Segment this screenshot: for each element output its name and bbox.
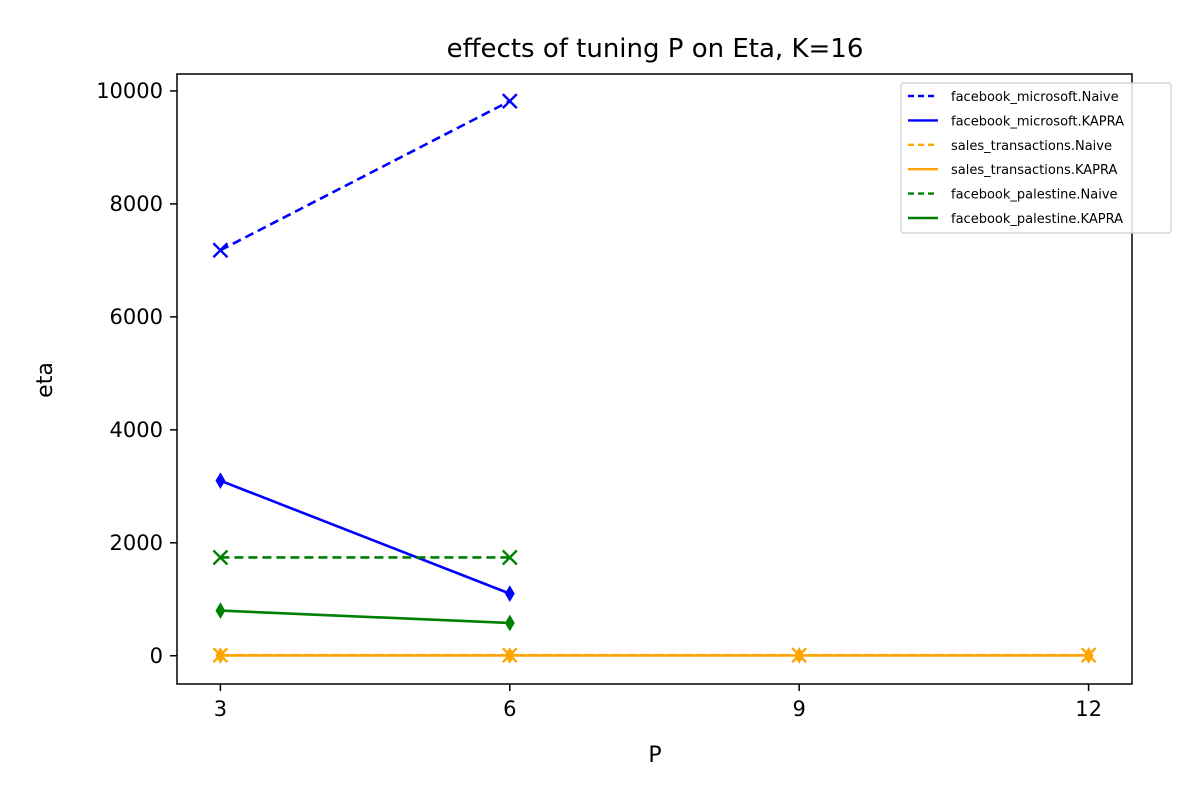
series-3 [215,647,1094,664]
series-line [219,99,511,252]
x-axis-label: P [648,743,661,768]
data-point-diamond-marker [504,614,515,632]
series-line [219,479,511,595]
legend-entry: sales_transactions.Naive [908,139,1112,154]
series-layer [212,93,1097,664]
legend-entry: facebook_palestine.Naive [908,188,1118,203]
plot-area [176,73,1133,685]
x-tick-label: 6 [503,697,516,721]
series-4 [212,549,518,566]
legend-label: facebook_palestine.Naive [951,188,1118,203]
data-point-x-marker [212,242,229,259]
legend-entry: facebook_microsoft.Naive [908,90,1119,105]
data-point-diamond-marker [215,472,226,490]
data-point-diamond-marker [215,647,226,664]
legend-label: sales_transactions.Naive [951,139,1112,154]
legend-box [900,82,1172,234]
data-point-diamond-marker [504,585,515,602]
legend-entry: facebook_microsoft.KAPRA [908,114,1124,129]
legend-label: facebook_palestine.KAPRA [951,212,1123,227]
y-tick-label: 6000 [110,305,163,329]
y-tick-label: 10000 [96,79,163,103]
y-axis-label: eta [33,362,58,398]
legend-entry: sales_transactions.KAPRA [908,163,1117,178]
legend: facebook_microsoft.Naive facebook_microso… [900,82,1172,234]
data-point-diamond-marker [1083,647,1094,664]
y-tick-label: 2000 [110,531,163,555]
chart-title: effects of tuning P on Eta, K=16 [447,34,864,64]
series-0 [212,93,518,259]
y-tick-label: 8000 [110,192,163,216]
plot-frame [176,73,1133,685]
y-tick-label: 0 [150,644,163,668]
x-tick-label: 9 [793,697,806,721]
legend-label: facebook_microsoft.Naive [951,90,1119,105]
data-point-x-marker [501,549,518,566]
data-point-diamond-marker [215,602,226,619]
legend-label: sales_transactions.KAPRA [951,163,1117,178]
data-point-diamond-marker [504,647,515,664]
x-tick-label: 3 [214,697,227,721]
x-tick-label: 12 [1075,697,1102,721]
data-point-x-marker [212,549,229,566]
y-tick-label: 4000 [110,418,163,442]
data-point-diamond-marker [794,647,805,664]
series-1 [215,472,515,602]
data-point-x-marker [501,93,518,109]
y-axis: 0 2000 4000 6000 8000 10000 [96,79,177,668]
legend-label: facebook_microsoft.KAPRA [951,114,1124,129]
legend-entry: facebook_palestine.KAPRA [908,212,1123,227]
series-line [220,609,510,625]
series-5 [215,602,515,632]
x-axis: 3 6 9 12 [214,684,1102,721]
